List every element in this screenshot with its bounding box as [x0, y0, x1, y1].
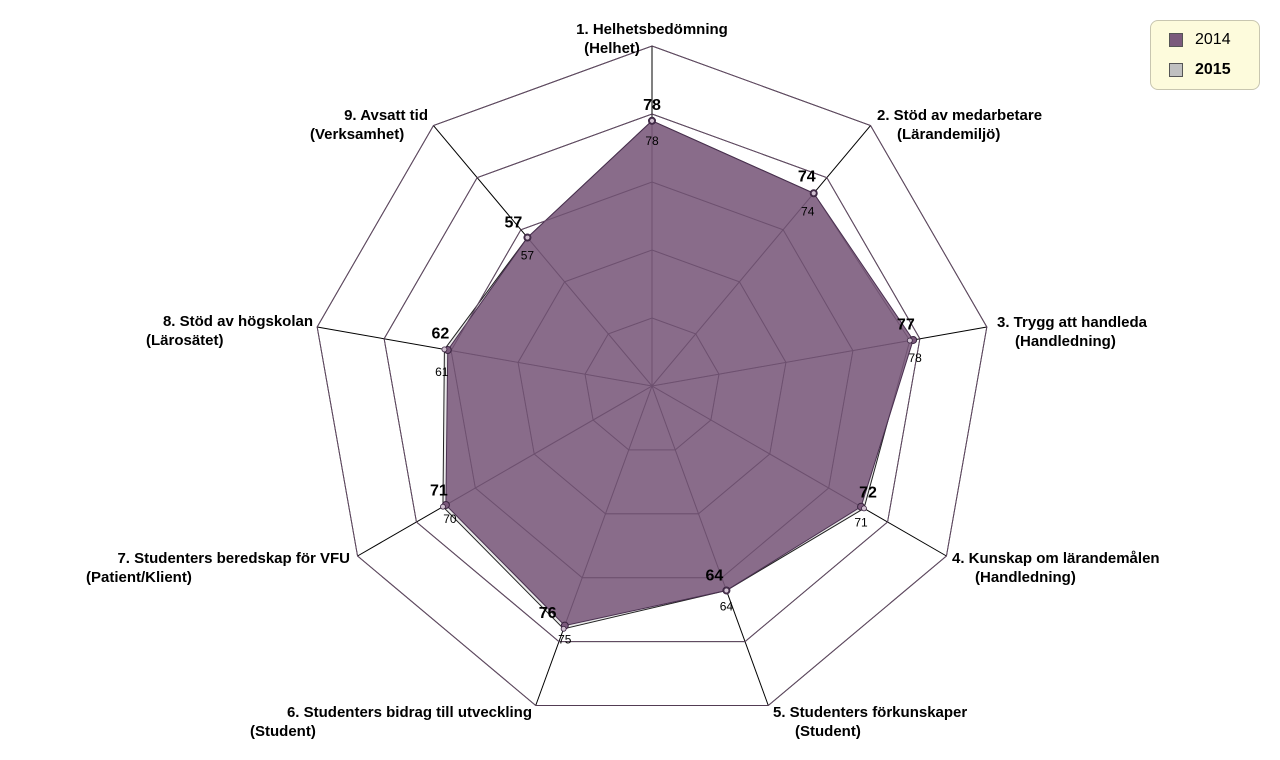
point-2015 — [560, 625, 567, 632]
axis-spoke-overlay — [447, 349, 653, 387]
value-label-2015: 77 — [897, 317, 915, 334]
axis-label-title: 4. Kunskap om lärandemålen — [952, 550, 1160, 567]
axis-spoke-overlay — [651, 193, 815, 387]
axis-label-subtitle: (Handledning) — [1015, 333, 1116, 350]
point-2015 — [810, 190, 817, 197]
value-label-2015: 72 — [859, 484, 877, 501]
legend-item-2014: 2014 — [1169, 31, 1231, 49]
axis-label-subtitle: (Verksamhet) — [310, 126, 404, 143]
grid-ring-overlay — [584, 317, 720, 451]
radar-series — [316, 45, 988, 706]
point-2015 — [441, 346, 448, 353]
value-label-2015: 78 — [643, 97, 661, 114]
value-label-2014: 75 — [558, 633, 572, 647]
axis-spoke-overlay — [651, 340, 910, 387]
axis-spoke-overlay — [564, 385, 653, 626]
value-label-2014: 71 — [854, 516, 868, 530]
value-label-2015: 76 — [539, 605, 557, 622]
axis-spoke-overlay — [527, 237, 653, 387]
legend-swatch-2015 — [1169, 63, 1183, 77]
legend-swatch-2014 — [1169, 33, 1183, 47]
legend-label-2014: 2014 — [1195, 31, 1231, 48]
axis-spoke-overlay — [445, 385, 653, 506]
axis-label-title: 2. Stöd av medarbetare — [877, 107, 1042, 124]
grid-ring-overlay — [316, 45, 988, 706]
axis-label-subtitle: (Student) — [250, 723, 316, 740]
axis-label-subtitle: (Lärandemiljö) — [897, 126, 1000, 143]
axis-label-title: 9. Avsatt tid — [344, 107, 428, 124]
axis-spoke-overlay — [651, 385, 862, 508]
axis-label-title: 3. Trygg att handleda — [997, 314, 1148, 331]
grid-ring-overlay — [517, 249, 787, 515]
grid-ring-overlay — [383, 113, 921, 642]
point-2015 — [649, 117, 655, 124]
value-label-2015: 57 — [505, 215, 523, 232]
axis-label-title: 7. Studenters beredskap för VFU — [117, 550, 350, 567]
axis-label-title: 6. Studenters bidrag till utveckling — [287, 704, 532, 721]
point-2015 — [723, 587, 730, 594]
point-2015 — [440, 503, 446, 510]
value-label-2014: 64 — [720, 599, 734, 613]
axis-labels: 1. Helhetsbedömning (Helhet) 2. Stöd av me… — [86, 21, 1160, 740]
axis-label-subtitle: (Handledning) — [975, 569, 1076, 586]
value-label-2014: 61 — [435, 365, 449, 379]
value-label-2015: 64 — [706, 567, 724, 584]
legend-item-2015: 2015 — [1169, 61, 1231, 79]
legend: 2014 2015 — [1150, 20, 1260, 90]
axis-label-subtitle: (Student) — [795, 723, 861, 740]
value-labels: 78 74 77 72 64 76 71 62 57 78 74 78 71 64 75 70 61 57 — [430, 97, 922, 647]
axis-label-subtitle: (Lärosätet) — [146, 332, 224, 349]
axis-label-title: 1. Helhetsbedömning — [576, 21, 728, 38]
value-label-2014: 70 — [443, 512, 457, 526]
value-label-2014: 57 — [521, 249, 535, 263]
legend-label-2015: 2015 — [1195, 61, 1231, 78]
axis-label-subtitle: (Patient/Klient) — [86, 569, 192, 586]
point-2015 — [524, 234, 531, 241]
axis-label-title: 8. Stöd av högskolan — [163, 313, 313, 330]
value-label-2014: 74 — [801, 204, 815, 218]
value-label-2014: 78 — [908, 351, 922, 365]
series-2014-area — [445, 120, 914, 627]
value-label-2015: 74 — [798, 168, 816, 185]
axis-label-title: 5. Studenters förkunskaper — [773, 704, 967, 721]
axis-spoke-overlay — [651, 385, 727, 591]
value-label-2015: 71 — [430, 483, 448, 500]
value-label-2014: 78 — [645, 134, 659, 148]
point-2015 — [861, 505, 867, 512]
grid-ring-overlay — [450, 181, 854, 579]
value-label-2015: 62 — [432, 325, 450, 342]
axis-label-subtitle: (Helhet) — [584, 40, 640, 57]
point-2015 — [906, 337, 913, 344]
